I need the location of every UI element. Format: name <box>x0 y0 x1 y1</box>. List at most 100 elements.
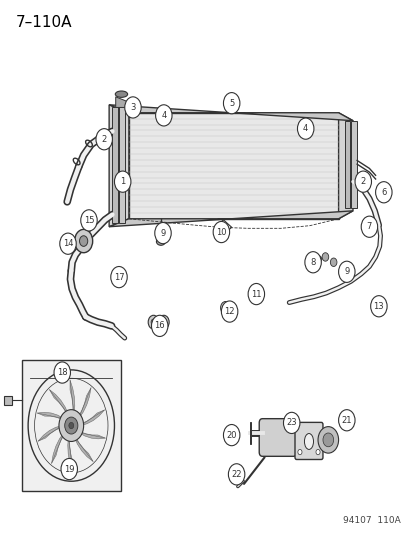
Circle shape <box>228 464 244 485</box>
Circle shape <box>375 182 391 203</box>
Polygon shape <box>338 113 352 219</box>
Circle shape <box>59 410 83 441</box>
Text: 4: 4 <box>302 124 308 133</box>
Ellipse shape <box>115 91 127 98</box>
Circle shape <box>220 302 230 314</box>
Circle shape <box>151 319 156 325</box>
Circle shape <box>321 253 328 261</box>
Circle shape <box>154 222 171 244</box>
Text: 9: 9 <box>343 268 349 276</box>
Circle shape <box>221 301 237 322</box>
Text: 4: 4 <box>161 111 166 120</box>
Circle shape <box>283 413 299 433</box>
Polygon shape <box>70 380 75 420</box>
Text: 14: 14 <box>63 239 73 248</box>
Circle shape <box>338 410 354 431</box>
Circle shape <box>338 261 354 282</box>
Circle shape <box>148 316 159 329</box>
Polygon shape <box>109 105 352 120</box>
Polygon shape <box>68 431 72 471</box>
Circle shape <box>213 221 229 243</box>
Polygon shape <box>37 413 67 423</box>
Circle shape <box>59 233 76 254</box>
Polygon shape <box>73 431 93 462</box>
Circle shape <box>354 171 370 192</box>
Polygon shape <box>112 108 118 223</box>
Circle shape <box>96 128 112 150</box>
Circle shape <box>114 171 131 192</box>
Polygon shape <box>76 410 104 425</box>
Polygon shape <box>344 120 349 208</box>
Text: 2: 2 <box>101 135 107 144</box>
Polygon shape <box>75 429 105 439</box>
Circle shape <box>151 316 168 336</box>
Text: 23: 23 <box>286 418 296 427</box>
Text: 19: 19 <box>64 465 74 473</box>
Circle shape <box>297 449 301 455</box>
Circle shape <box>81 210 97 231</box>
Circle shape <box>64 417 78 434</box>
Circle shape <box>54 362 70 383</box>
Text: 11: 11 <box>251 289 261 298</box>
Circle shape <box>223 424 239 446</box>
Text: 6: 6 <box>380 188 386 197</box>
FancyBboxPatch shape <box>259 419 296 456</box>
Circle shape <box>247 284 264 305</box>
Text: 18: 18 <box>57 368 67 377</box>
Polygon shape <box>109 105 128 227</box>
Circle shape <box>74 229 93 253</box>
Polygon shape <box>75 387 91 422</box>
Ellipse shape <box>304 433 313 449</box>
Circle shape <box>317 426 338 453</box>
Circle shape <box>343 263 349 272</box>
Circle shape <box>124 97 141 118</box>
Text: 20: 20 <box>226 431 236 440</box>
FancyBboxPatch shape <box>22 360 120 491</box>
Text: 21: 21 <box>341 416 351 425</box>
Text: 3: 3 <box>130 103 135 112</box>
FancyBboxPatch shape <box>4 396 12 406</box>
Circle shape <box>161 319 166 325</box>
Text: 13: 13 <box>373 302 383 311</box>
Text: 17: 17 <box>114 272 124 281</box>
Circle shape <box>370 296 386 317</box>
Circle shape <box>322 433 333 447</box>
Text: 2: 2 <box>360 177 365 186</box>
Text: 12: 12 <box>224 307 234 316</box>
Text: 8: 8 <box>310 258 315 266</box>
Circle shape <box>61 458 77 480</box>
Polygon shape <box>128 113 338 219</box>
Circle shape <box>223 93 239 114</box>
Polygon shape <box>109 211 352 227</box>
Circle shape <box>111 266 127 288</box>
Polygon shape <box>38 425 66 441</box>
Circle shape <box>69 422 74 429</box>
Text: 9: 9 <box>160 229 165 238</box>
Circle shape <box>330 258 336 266</box>
Circle shape <box>315 449 319 455</box>
Polygon shape <box>249 422 251 443</box>
Circle shape <box>155 105 172 126</box>
Circle shape <box>297 118 313 139</box>
Text: 15: 15 <box>83 216 94 225</box>
Ellipse shape <box>156 238 165 245</box>
Text: 7–110A: 7–110A <box>16 14 72 30</box>
Text: 16: 16 <box>154 321 165 330</box>
Text: 22: 22 <box>231 470 241 479</box>
Text: 1: 1 <box>120 177 125 186</box>
Polygon shape <box>351 120 356 208</box>
Circle shape <box>158 316 169 329</box>
Polygon shape <box>49 390 69 420</box>
Circle shape <box>79 236 88 246</box>
Ellipse shape <box>312 255 321 263</box>
Text: 5: 5 <box>228 99 234 108</box>
Circle shape <box>360 216 377 237</box>
Polygon shape <box>51 430 68 463</box>
Text: 10: 10 <box>216 228 226 237</box>
Text: 94107  110A: 94107 110A <box>342 516 399 525</box>
Text: 7: 7 <box>366 222 371 231</box>
Polygon shape <box>115 97 128 108</box>
FancyBboxPatch shape <box>294 422 322 459</box>
Circle shape <box>304 252 320 273</box>
Polygon shape <box>119 108 124 223</box>
